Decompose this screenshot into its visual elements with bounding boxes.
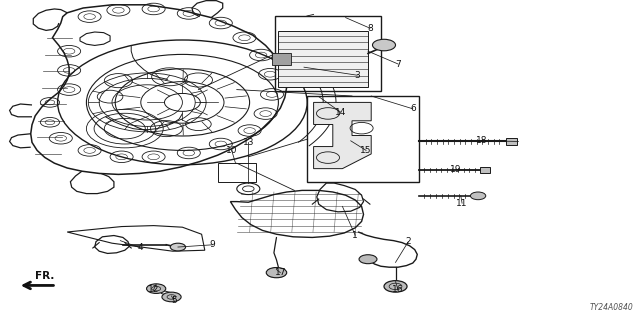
Text: 2: 2: [406, 237, 411, 246]
Circle shape: [162, 292, 181, 302]
Bar: [278, 31, 368, 87]
Circle shape: [170, 243, 186, 251]
Text: 13: 13: [243, 138, 254, 147]
Circle shape: [470, 192, 486, 200]
Text: 10: 10: [226, 146, 237, 155]
Text: 6: 6: [410, 104, 415, 113]
Circle shape: [359, 255, 377, 264]
Text: 12: 12: [148, 285, 159, 294]
Text: 11: 11: [456, 199, 468, 208]
Text: 15: 15: [360, 146, 372, 155]
Bar: [275, 16, 381, 91]
Polygon shape: [272, 53, 291, 65]
Circle shape: [266, 268, 287, 278]
Text: 4: 4: [138, 244, 143, 252]
Bar: [480, 167, 490, 173]
Text: FR.: FR.: [35, 271, 54, 281]
Text: 1: 1: [353, 231, 358, 240]
Text: 5: 5: [172, 296, 177, 305]
Text: TY24A0840: TY24A0840: [590, 303, 634, 312]
Circle shape: [147, 284, 166, 293]
Text: 16: 16: [392, 285, 404, 294]
Polygon shape: [314, 102, 371, 169]
Bar: [307, 96, 419, 182]
Text: 18: 18: [476, 136, 487, 145]
Circle shape: [384, 281, 407, 292]
Text: 3: 3: [355, 71, 360, 80]
Circle shape: [267, 268, 286, 277]
Text: 14: 14: [335, 108, 346, 116]
Text: 17: 17: [275, 268, 286, 277]
Circle shape: [372, 39, 396, 51]
Text: 8: 8: [367, 24, 372, 33]
Text: 19: 19: [450, 165, 461, 174]
Text: 7: 7: [396, 60, 401, 68]
Text: 9: 9: [210, 240, 215, 249]
Bar: [506, 138, 517, 145]
